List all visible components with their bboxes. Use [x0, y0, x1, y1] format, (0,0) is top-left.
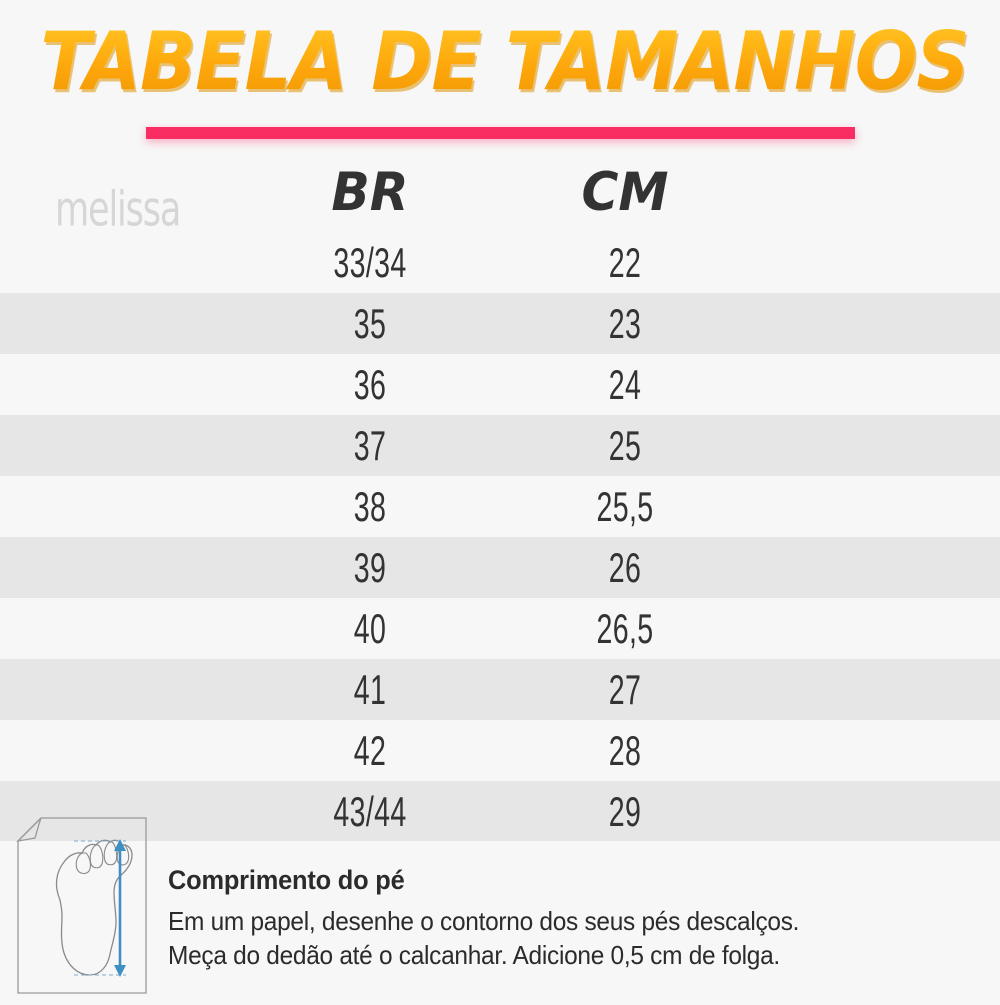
cell-cm: 22: [608, 239, 642, 286]
cell-cm: 23: [608, 300, 642, 347]
cell-cm: 24: [608, 361, 642, 408]
cell-cm: 27: [608, 666, 642, 713]
cell-cm: 29: [608, 788, 642, 835]
cell-br: 40: [353, 605, 387, 652]
instructions-line-1: Em um papel, desenhe o contorno dos seus…: [168, 906, 800, 936]
cell-br: 37: [353, 422, 387, 469]
cell-br: 35: [353, 300, 387, 347]
cell-br: 38: [353, 483, 387, 530]
column-header-cm: CM: [581, 162, 669, 223]
cell-br: 36: [353, 361, 387, 408]
cell-br: 39: [353, 544, 387, 591]
cell-cm: 28: [608, 727, 642, 774]
cell-cm: 26,5: [596, 605, 654, 652]
table-row: 42 28: [0, 720, 1000, 781]
title-accent-bar: [146, 127, 855, 139]
cell-br: 41: [353, 666, 387, 713]
cell-br: 42: [353, 727, 387, 774]
cell-cm: 25,5: [596, 483, 654, 530]
instructions-line-2: Meça do dedão até o calcanhar. Adicione …: [168, 940, 780, 970]
cell-br: 33/34: [333, 239, 407, 286]
cell-cm: 26: [608, 544, 642, 591]
table-row: 33/34 22: [0, 232, 1000, 293]
measure-instructions: Comprimento do pé Em um papel, desenhe o…: [168, 863, 988, 972]
instructions-heading: Comprimento do pé: [168, 865, 405, 895]
table-row: 35 23: [0, 293, 1000, 354]
foot-measure-diagram-icon: [6, 808, 166, 1000]
table-row: 38 25,5: [0, 476, 1000, 537]
footer-section: Comprimento do pé Em um papel, desenhe o…: [0, 817, 1000, 1000]
brand-logo-melissa: melissa: [55, 180, 181, 238]
table-row: 41 27: [0, 659, 1000, 720]
table-row: 39 26: [0, 537, 1000, 598]
column-header-br: BR: [331, 162, 409, 223]
title-container: TABELA DE TAMANHOS: [0, 18, 1000, 106]
size-table: BR CM 33/34 22 35 23 36 24 37 25 38 25,5…: [0, 162, 1000, 842]
cell-br: 43/44: [333, 788, 407, 835]
table-row: 43/44 29: [0, 781, 1000, 842]
table-row: 37 25: [0, 415, 1000, 476]
table-row: 36 24: [0, 354, 1000, 415]
cell-cm: 25: [608, 422, 642, 469]
table-row: 40 26,5: [0, 598, 1000, 659]
page-title: TABELA DE TAMANHOS: [40, 15, 969, 108]
table-header-row: BR CM: [0, 162, 1000, 232]
